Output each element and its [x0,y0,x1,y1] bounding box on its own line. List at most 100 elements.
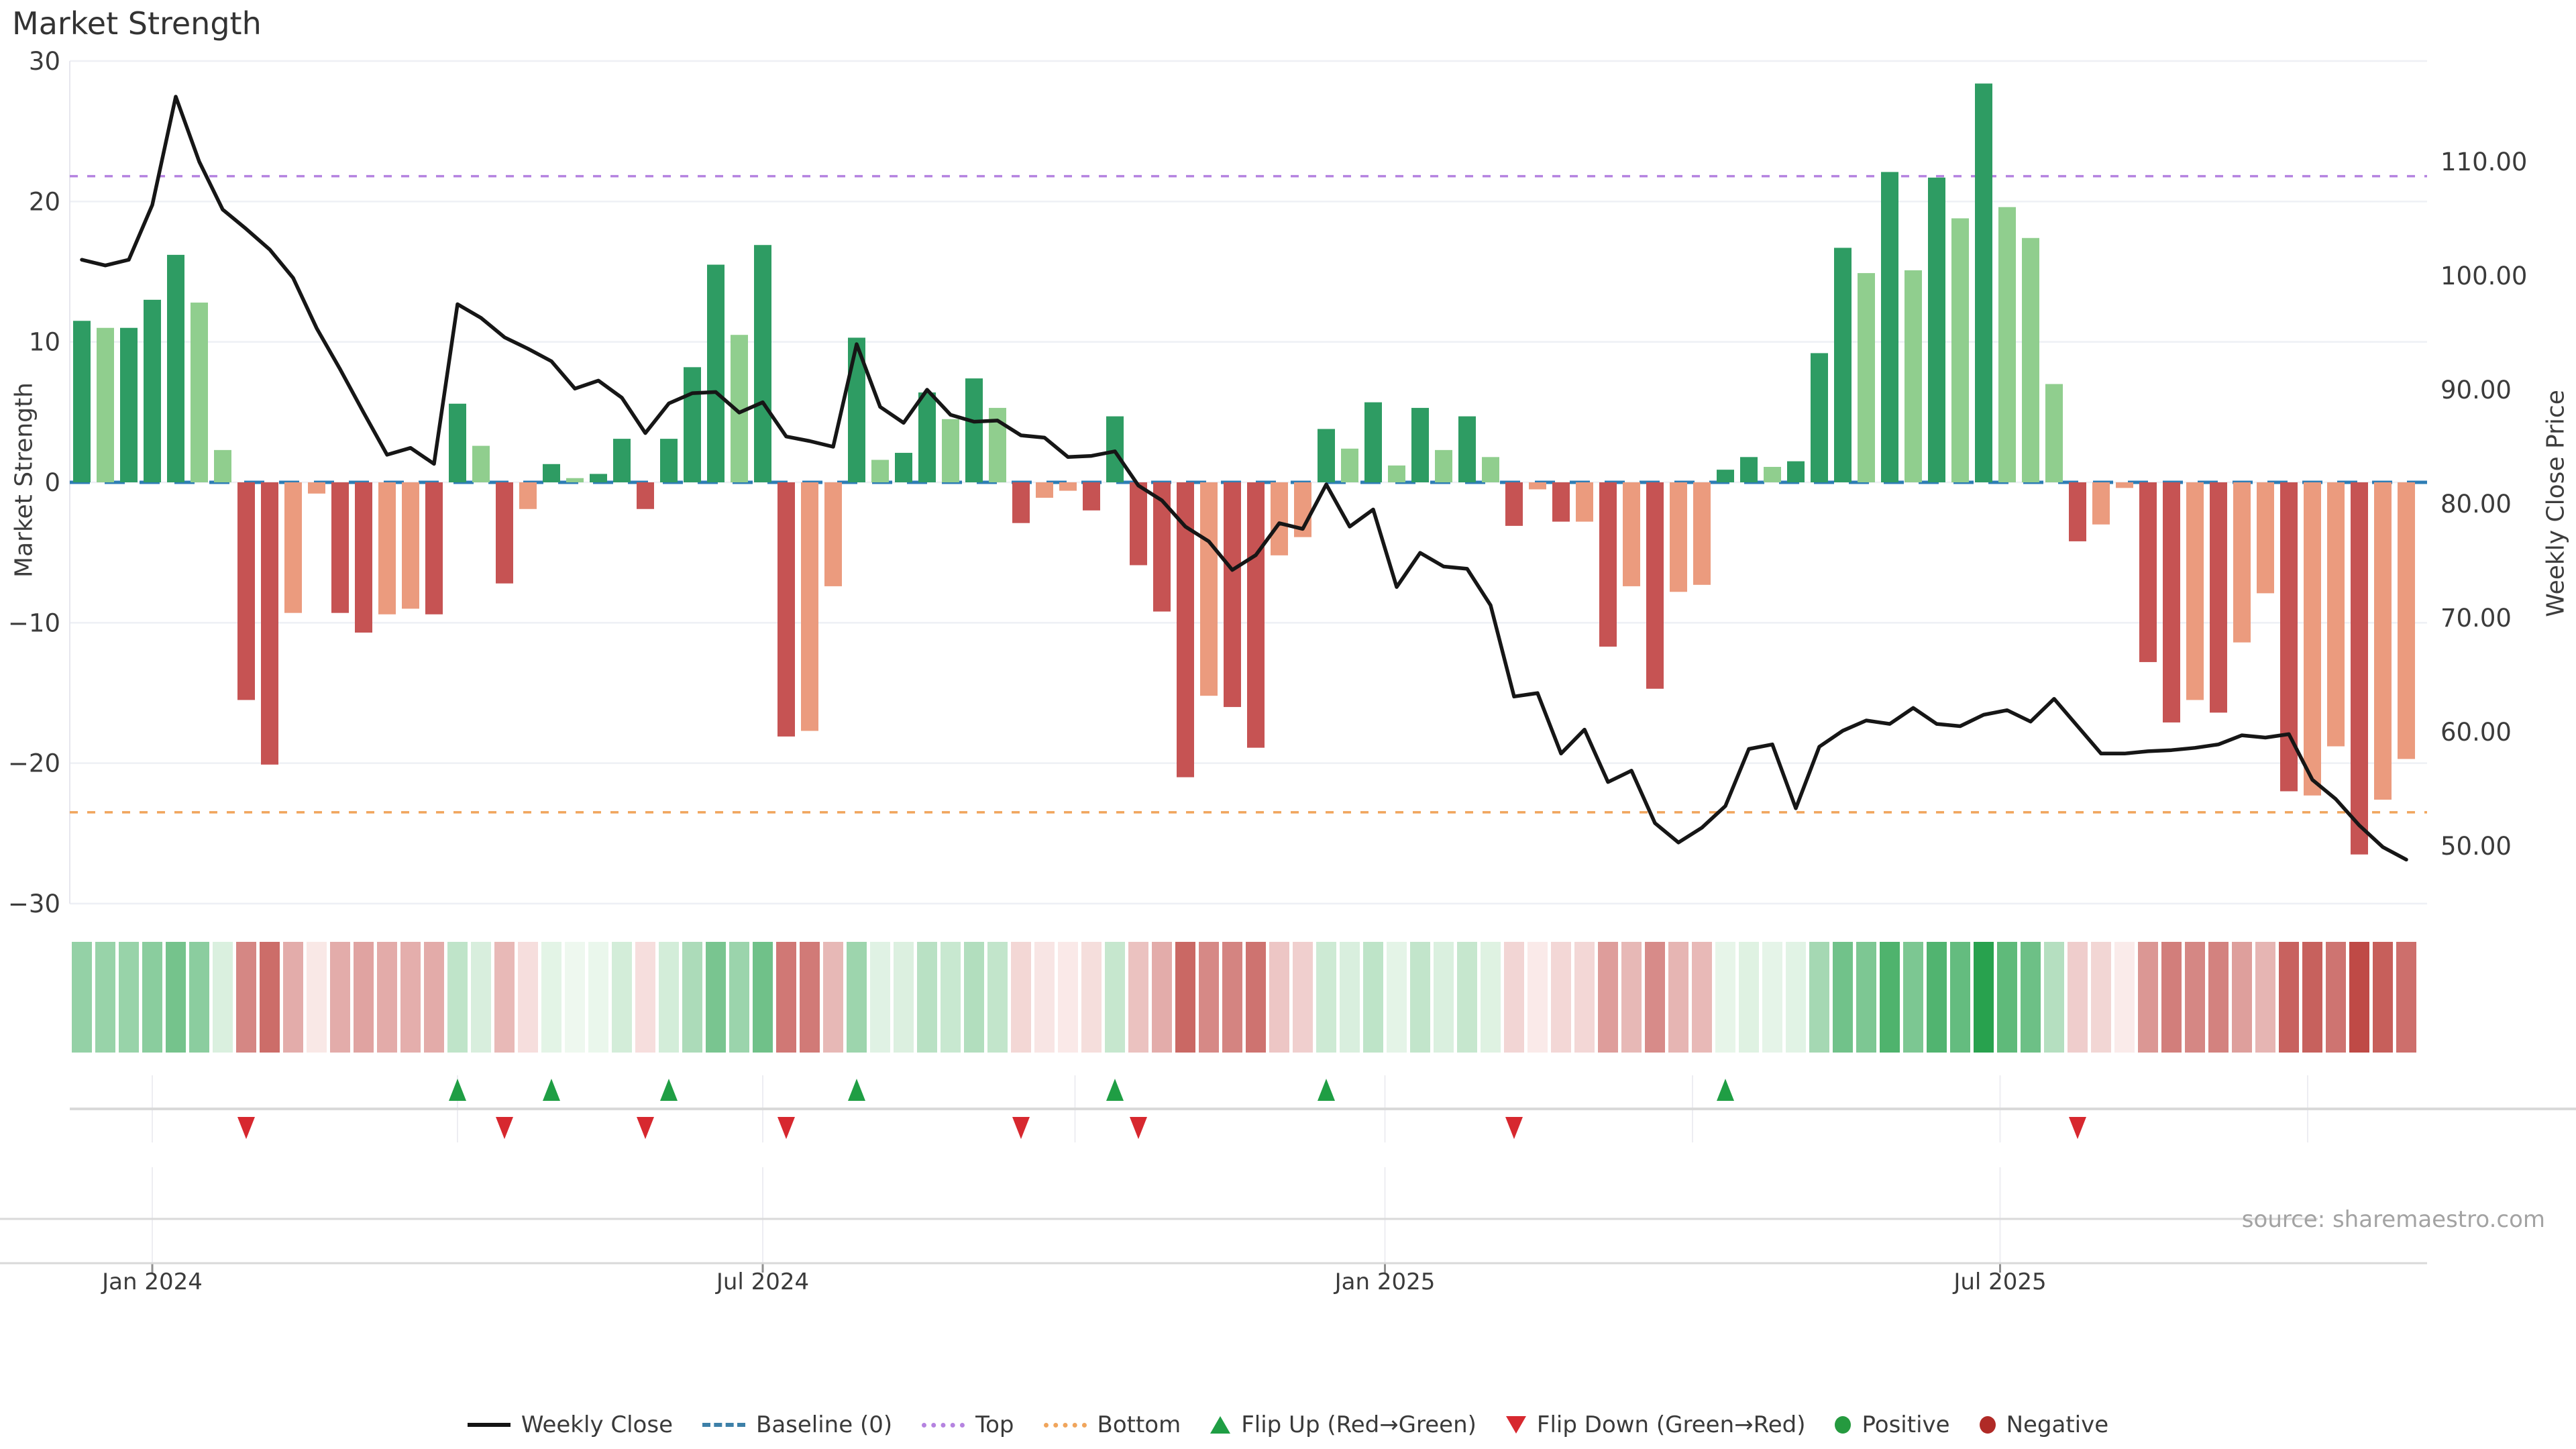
strength-bar [2092,482,2110,525]
legend-item-flip-down: Flip Down (Green→Red) [1505,1411,1805,1438]
strength-bar [1693,482,1711,585]
strength-bar [2327,482,2345,747]
heatmap-cell [2373,942,2393,1053]
strength-bar [97,327,114,482]
heatmap-cell [1880,942,1900,1053]
heatmap-cell [72,942,92,1053]
heatmap-cell [659,942,679,1053]
heatmap-cell [917,942,937,1053]
strength-bar [1764,466,1781,482]
flip-up-marker [660,1079,678,1101]
heatmap-cell [1927,942,1947,1053]
strength-bar [1083,482,1100,511]
y-tick-label-right: 50.00 [2440,832,2512,861]
heatmap-cell [424,942,444,1053]
strength-bar [707,264,724,482]
y-tick-label-right: 110.00 [2440,148,2527,176]
heatmap-cell [541,942,561,1053]
heatmap-cell [2279,942,2299,1053]
flip-down-marker [1130,1117,1147,1139]
flip-up-marker [1717,1079,1734,1101]
strength-bar [1928,177,1945,482]
y-tick-label-left: 0 [44,468,60,497]
heatmap-cell [1668,942,1688,1053]
flip-down-triangle-icon [1505,1416,1526,1434]
heatmap-cell [189,942,209,1053]
y-tick-label-right: 100.00 [2440,262,2527,290]
heatmap-cell [964,942,984,1053]
strength-bar [965,378,983,482]
strength-bar [1224,482,1241,707]
y-tick-label-right: 90.00 [2440,376,2512,405]
strength-bar [1717,470,1734,482]
heatmap-cell [1762,942,1782,1053]
heatmap-cell [2302,942,2322,1053]
strength-bar [895,453,912,482]
heatmap-cell [166,942,186,1053]
y-tick-label-left: 20 [29,187,60,216]
heatmap-cell [847,942,867,1053]
heatmap-cell [494,942,515,1053]
heatmap-cell [1293,942,1313,1053]
strength-bar [590,474,607,482]
strength-bar [1529,482,1546,490]
strength-bar [1341,448,1358,482]
strength-bar [1975,83,1992,482]
strength-bar [1552,482,1570,522]
y-tick-label-left: −30 [8,890,60,918]
y-tick-label-left: 10 [29,328,60,357]
strength-bar [660,439,678,482]
strength-bar [2116,482,2133,488]
flip-down-marker [496,1117,513,1139]
strength-bars [73,83,2415,855]
legend-item-flip-up: Flip Up (Red→Green) [1210,1411,1477,1438]
strength-bar [1998,207,2016,482]
flip-down-marker [237,1117,255,1139]
heatmap-cell [612,942,632,1053]
heatmap-cell [1833,942,1853,1053]
heatmap-cell [2068,942,2088,1053]
heatmap-cell [471,942,491,1053]
y-tick-label-left: −10 [8,608,60,637]
heatmap-cell [1997,942,2017,1053]
heatmap-cell [1739,942,1759,1053]
flip-up-marker [848,1079,865,1101]
heatmap-cell [1222,942,1242,1053]
heatmap-cell [1269,942,1289,1053]
heatmap-cell [260,942,280,1053]
heatmap-cell [1387,942,1407,1053]
strength-bar [2163,482,2180,722]
strength-bar [1247,482,1265,748]
strength-bar [1364,402,1382,482]
heatmap-cell [2185,942,2205,1053]
heatmap-cell [1034,942,1055,1053]
strength-bar [402,482,419,609]
strength-bar [613,439,631,482]
strength-bar [1599,482,1617,647]
strength-bar [1059,482,1077,491]
heatmap-cell [565,942,585,1053]
heatmap-cell [1715,942,1735,1053]
heatmap-cell [1527,942,1548,1053]
strength-bar [1012,482,1030,523]
heatmap-cell [95,942,115,1053]
strength-bar [566,478,584,482]
strength-bar [2045,384,2063,482]
heatmap-cell [1434,942,1454,1053]
heatmap-cell [1363,942,1383,1053]
heatmap-cell [635,942,655,1053]
heatmap-cell [1175,942,1195,1053]
heatmap-cell [2138,942,2158,1053]
strength-bar [284,482,302,613]
strength-bar [684,367,701,482]
heatmap-cell [1128,942,1148,1053]
strength-bar [472,445,490,482]
heatmap-cell [706,942,726,1053]
strength-bar [637,482,654,509]
strength-bar [942,419,959,482]
strength-bar [1388,465,1405,482]
strength-bar [1623,482,1640,586]
y-tick-label-right: 60.00 [2440,718,2512,747]
heatmap-cell [2021,942,2041,1053]
strength-bar [1787,461,1805,482]
